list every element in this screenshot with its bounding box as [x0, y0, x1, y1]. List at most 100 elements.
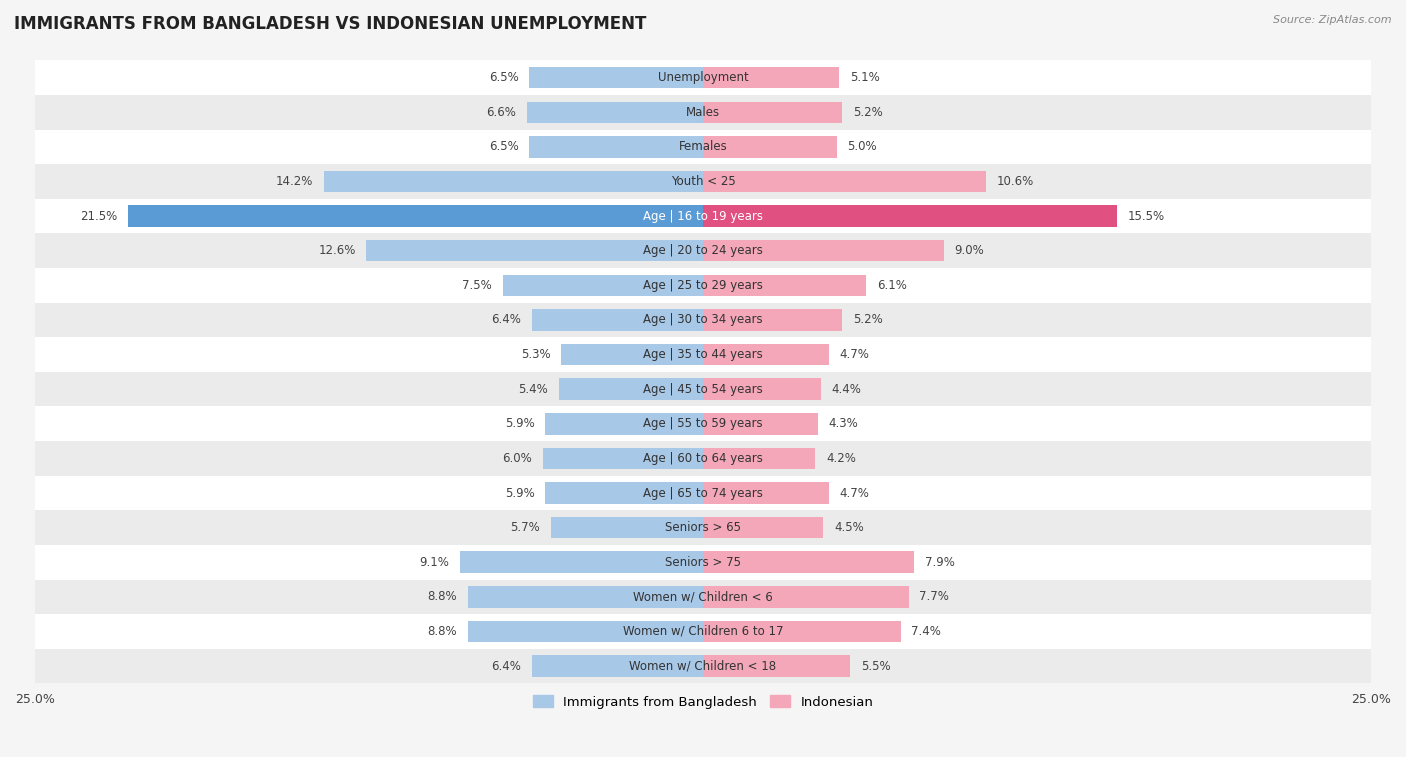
Text: Age | 65 to 74 years: Age | 65 to 74 years	[643, 487, 763, 500]
Text: 6.5%: 6.5%	[489, 141, 519, 154]
Text: Unemployment: Unemployment	[658, 71, 748, 84]
Bar	[502, 275, 703, 296]
Text: Males: Males	[686, 106, 720, 119]
Bar	[703, 413, 818, 435]
Text: 5.9%: 5.9%	[505, 487, 534, 500]
Text: 4.7%: 4.7%	[839, 487, 869, 500]
Text: 9.1%: 9.1%	[419, 556, 449, 569]
Text: Age | 45 to 54 years: Age | 45 to 54 years	[643, 383, 763, 396]
Bar	[35, 95, 1371, 129]
Bar	[531, 310, 703, 331]
Text: 6.1%: 6.1%	[877, 279, 907, 292]
Text: 21.5%: 21.5%	[80, 210, 118, 223]
Bar	[367, 240, 703, 261]
Bar	[703, 482, 828, 503]
Bar	[703, 621, 901, 642]
Bar	[529, 67, 703, 89]
Bar	[551, 517, 703, 538]
Text: 7.5%: 7.5%	[463, 279, 492, 292]
Bar	[703, 101, 842, 123]
Text: 4.2%: 4.2%	[825, 452, 856, 465]
Bar	[703, 275, 866, 296]
Bar	[703, 586, 908, 608]
Bar	[703, 205, 1118, 227]
Bar	[703, 136, 837, 157]
Text: Age | 20 to 24 years: Age | 20 to 24 years	[643, 245, 763, 257]
Bar	[703, 447, 815, 469]
Bar	[323, 171, 703, 192]
Text: 5.1%: 5.1%	[851, 71, 880, 84]
Text: 5.5%: 5.5%	[860, 659, 890, 672]
Bar	[35, 407, 1371, 441]
Bar	[128, 205, 703, 227]
Text: Age | 16 to 19 years: Age | 16 to 19 years	[643, 210, 763, 223]
Bar	[35, 580, 1371, 614]
Bar	[35, 614, 1371, 649]
Text: Age | 30 to 34 years: Age | 30 to 34 years	[643, 313, 763, 326]
Text: 5.7%: 5.7%	[510, 521, 540, 534]
Text: 4.7%: 4.7%	[839, 348, 869, 361]
Text: 6.5%: 6.5%	[489, 71, 519, 84]
Text: Age | 60 to 64 years: Age | 60 to 64 years	[643, 452, 763, 465]
Bar	[35, 545, 1371, 580]
Bar	[35, 303, 1371, 338]
Bar	[703, 344, 828, 366]
Text: 5.2%: 5.2%	[852, 106, 883, 119]
Bar	[35, 199, 1371, 233]
Text: 7.9%: 7.9%	[925, 556, 955, 569]
Text: Women w/ Children < 6: Women w/ Children < 6	[633, 590, 773, 603]
Bar	[35, 164, 1371, 199]
Text: 5.3%: 5.3%	[522, 348, 551, 361]
Bar	[703, 656, 851, 677]
Bar	[703, 310, 842, 331]
Text: 10.6%: 10.6%	[997, 175, 1035, 188]
Bar	[703, 240, 943, 261]
Text: 6.4%: 6.4%	[492, 659, 522, 672]
Bar	[561, 344, 703, 366]
Text: 8.8%: 8.8%	[427, 590, 457, 603]
Text: 7.7%: 7.7%	[920, 590, 949, 603]
Bar	[35, 61, 1371, 95]
Text: Age | 35 to 44 years: Age | 35 to 44 years	[643, 348, 763, 361]
Bar	[35, 441, 1371, 475]
Text: 14.2%: 14.2%	[276, 175, 314, 188]
Text: Women w/ Children < 18: Women w/ Children < 18	[630, 659, 776, 672]
Text: 7.4%: 7.4%	[911, 625, 941, 638]
Bar	[35, 649, 1371, 684]
Bar	[468, 621, 703, 642]
Text: IMMIGRANTS FROM BANGLADESH VS INDONESIAN UNEMPLOYMENT: IMMIGRANTS FROM BANGLADESH VS INDONESIAN…	[14, 15, 647, 33]
Text: 15.5%: 15.5%	[1128, 210, 1166, 223]
Text: 5.9%: 5.9%	[505, 417, 534, 430]
Text: Age | 55 to 59 years: Age | 55 to 59 years	[643, 417, 763, 430]
Text: 12.6%: 12.6%	[318, 245, 356, 257]
Text: 4.3%: 4.3%	[828, 417, 858, 430]
Bar	[468, 586, 703, 608]
Text: Females: Females	[679, 141, 727, 154]
Bar	[703, 552, 914, 573]
Bar	[35, 233, 1371, 268]
Text: 6.0%: 6.0%	[502, 452, 531, 465]
Bar	[546, 413, 703, 435]
Bar	[546, 482, 703, 503]
Text: 8.8%: 8.8%	[427, 625, 457, 638]
Bar	[558, 378, 703, 400]
Bar	[35, 510, 1371, 545]
Text: 4.4%: 4.4%	[831, 383, 860, 396]
Text: 5.0%: 5.0%	[848, 141, 877, 154]
Text: Youth < 25: Youth < 25	[671, 175, 735, 188]
Bar	[35, 475, 1371, 510]
Bar	[703, 517, 824, 538]
Text: Women w/ Children 6 to 17: Women w/ Children 6 to 17	[623, 625, 783, 638]
Bar	[35, 372, 1371, 407]
Bar	[703, 67, 839, 89]
Bar	[703, 378, 821, 400]
Bar	[703, 171, 986, 192]
Legend: Immigrants from Bangladesh, Indonesian: Immigrants from Bangladesh, Indonesian	[527, 690, 879, 714]
Text: 6.4%: 6.4%	[492, 313, 522, 326]
Text: Seniors > 65: Seniors > 65	[665, 521, 741, 534]
Bar	[35, 268, 1371, 303]
Text: 9.0%: 9.0%	[955, 245, 984, 257]
Bar	[531, 656, 703, 677]
Text: Age | 25 to 29 years: Age | 25 to 29 years	[643, 279, 763, 292]
Text: 5.2%: 5.2%	[852, 313, 883, 326]
